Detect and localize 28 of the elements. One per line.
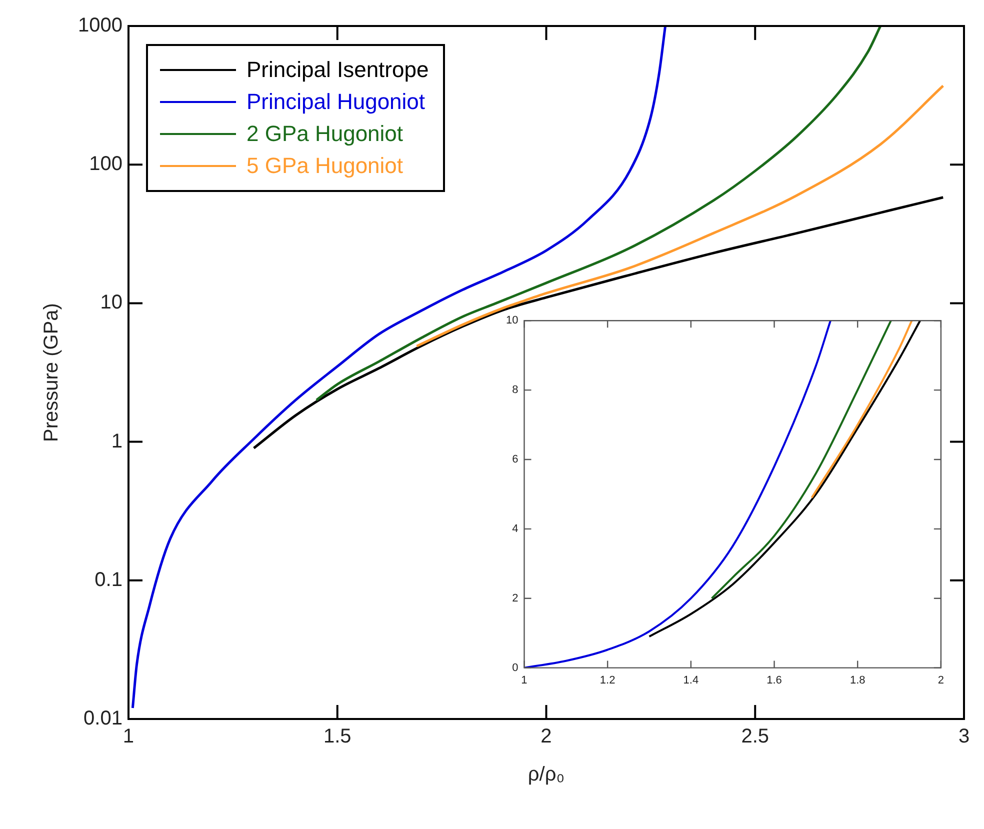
legend-label: Principal Hugoniot — [246, 88, 426, 116]
y-tick-label: 10 — [100, 292, 122, 314]
y-tick-label: 1 — [111, 430, 122, 452]
y-tick-label: 10 — [506, 314, 518, 327]
y-tick-label: 0.1 — [94, 568, 122, 591]
x-tick-label: 1.4 — [683, 674, 699, 686]
x-tick-label: 2 — [938, 674, 944, 686]
x-tick-label: 1 — [521, 674, 528, 686]
y-tick-label: 0.01 — [84, 708, 122, 730]
x-axis-title: ρ/ρ₀ — [528, 764, 565, 786]
x-tick-label: 1.2 — [600, 674, 616, 686]
x-tick-label: 1.8 — [850, 674, 866, 686]
x-tick-label: 2.5 — [741, 726, 770, 748]
x-tick-label: 1.6 — [766, 674, 782, 686]
y-tick-label: 0 — [512, 662, 518, 674]
y-tick-label: 1000 — [78, 14, 122, 37]
y-tick-label: 4 — [512, 522, 518, 535]
x-tick-label: 3 — [958, 726, 970, 748]
y-tick-label: 8 — [512, 384, 518, 396]
x-tick-label: 1.5 — [323, 726, 352, 748]
y-tick-label: 2 — [512, 592, 518, 604]
y-tick-label: 100 — [89, 153, 122, 176]
legend-label: 5 GPa Hugoniot — [246, 152, 404, 180]
y-tick-label: 6 — [512, 454, 518, 466]
x-tick-label: 2 — [540, 726, 552, 748]
legend-label: 2 GPa Hugoniot — [246, 120, 404, 148]
y-axis-title: Pressure (GPa) — [40, 303, 63, 442]
legend-label: Principal Isentrope — [246, 56, 429, 84]
